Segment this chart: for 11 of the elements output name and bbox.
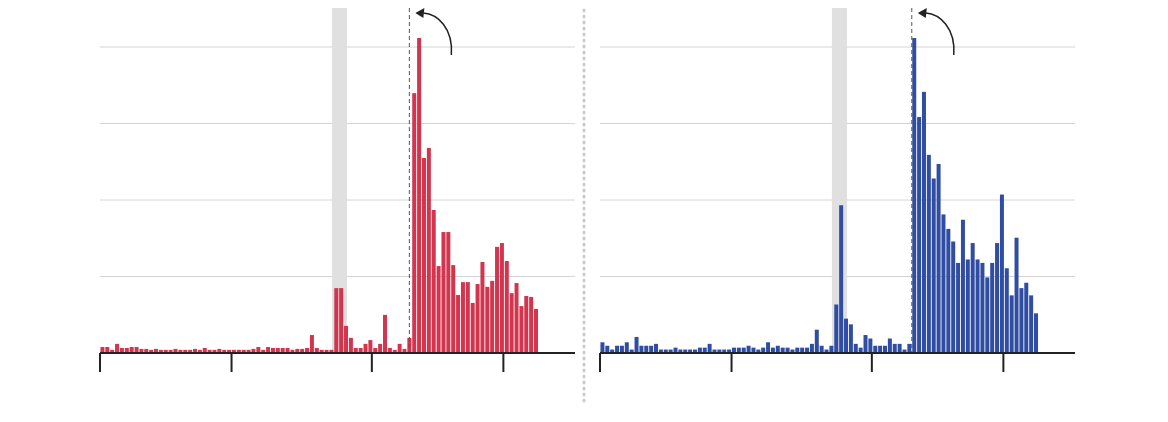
bar [600, 342, 605, 353]
bar [514, 283, 519, 353]
bar [980, 262, 985, 353]
bar [441, 232, 446, 353]
bar [1014, 237, 1019, 353]
bar [936, 164, 941, 353]
bar [863, 335, 868, 353]
bar [634, 336, 639, 353]
bar [368, 340, 373, 353]
bar [480, 261, 485, 353]
bar [868, 338, 873, 353]
